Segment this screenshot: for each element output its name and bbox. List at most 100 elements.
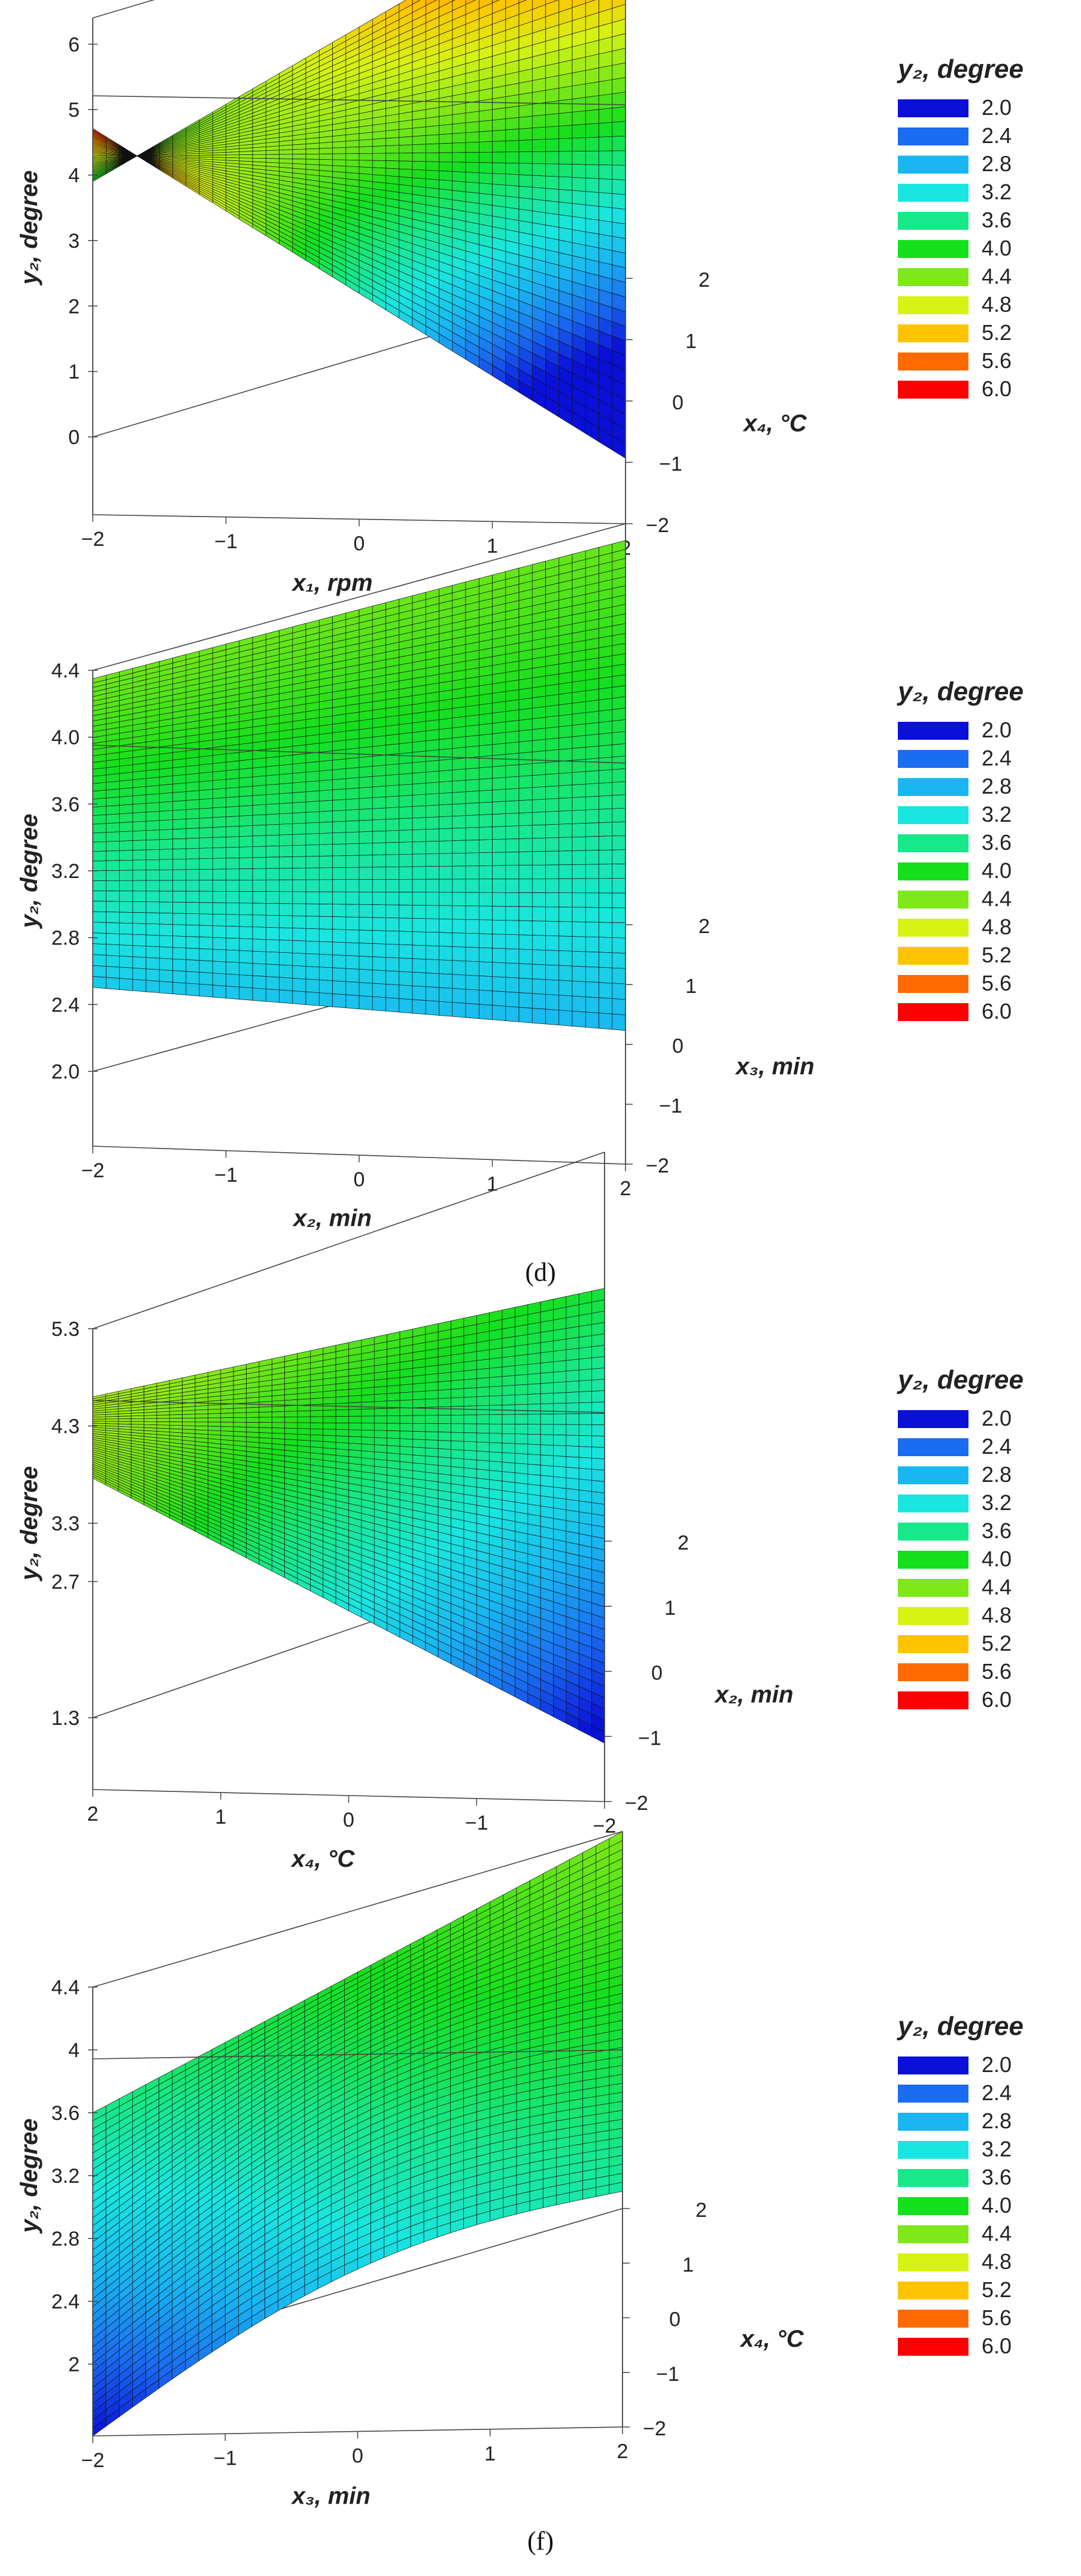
surface-cell xyxy=(425,804,439,818)
surface-cell xyxy=(478,120,493,132)
surface-cell xyxy=(105,912,120,924)
surface-cell xyxy=(505,800,520,814)
surface-cell xyxy=(478,109,493,122)
surface-cell xyxy=(399,762,413,775)
surface-cell xyxy=(348,1436,362,1444)
surface-cell xyxy=(345,147,360,154)
surface-cell xyxy=(105,870,120,881)
surface-cell xyxy=(412,944,426,959)
surface-cell xyxy=(545,906,560,922)
surface-cell xyxy=(558,151,573,165)
surface-cell xyxy=(585,822,599,837)
surface-cell xyxy=(226,925,240,939)
surface-cell xyxy=(489,1433,503,1444)
surface-cell xyxy=(226,826,240,837)
surface-cell xyxy=(332,941,347,956)
surface-cell xyxy=(265,774,280,786)
surface-cell xyxy=(502,1423,515,1435)
surface-cell xyxy=(305,844,320,857)
surface-cell xyxy=(612,952,626,969)
surface-cell xyxy=(186,828,200,839)
surface-cell xyxy=(105,1418,119,1422)
surface-cell xyxy=(412,794,426,807)
y-tick-label: 2 xyxy=(699,269,710,291)
surface-cell xyxy=(186,869,200,881)
surface-cell xyxy=(305,940,320,955)
surface-cell xyxy=(558,921,573,937)
surface-cell xyxy=(92,823,107,834)
surface-cell xyxy=(489,1414,503,1424)
surface-cell xyxy=(572,669,586,683)
surface-cell xyxy=(438,1432,451,1441)
surface-cell xyxy=(518,139,533,153)
surface-cell xyxy=(572,164,586,178)
surface-cell xyxy=(612,236,626,254)
surface-cell xyxy=(220,1412,234,1418)
surface-cell xyxy=(532,199,546,213)
surface-cell xyxy=(252,903,266,916)
surface-cell xyxy=(465,919,479,934)
legend-swatch xyxy=(898,324,968,342)
surface-cell xyxy=(585,150,599,165)
surface-cell xyxy=(359,808,373,821)
surface-cell xyxy=(145,793,160,804)
surface-cell xyxy=(553,1445,567,1457)
surface-cell xyxy=(186,959,200,973)
surface-cell xyxy=(572,137,586,152)
surface-cell xyxy=(518,865,533,879)
legend-swatch xyxy=(898,806,968,824)
surface-cell xyxy=(438,1380,451,1391)
surface-cell xyxy=(478,130,493,142)
surface-cell xyxy=(332,994,347,1008)
surface-cell xyxy=(465,802,479,816)
surface-cell xyxy=(545,200,560,215)
surface-cell xyxy=(199,771,213,782)
surface-cell xyxy=(585,770,599,785)
surface-cell xyxy=(186,880,200,892)
surface-cell xyxy=(199,960,213,974)
x-tick-label: −1 xyxy=(214,1164,238,1187)
surface-cell xyxy=(212,779,226,790)
surface-cell xyxy=(612,743,626,758)
surface-cell xyxy=(359,727,373,739)
surface-cell xyxy=(372,145,386,154)
surface-cell xyxy=(558,785,573,799)
surface-cell xyxy=(305,903,320,917)
surface-cell xyxy=(492,129,506,142)
surface-cell xyxy=(359,786,373,799)
surface-cell xyxy=(412,177,426,188)
surface-cell xyxy=(361,1380,375,1389)
surface-cell xyxy=(425,719,439,731)
surface-cell xyxy=(199,817,213,828)
surface-cell xyxy=(425,178,439,189)
surface-cell xyxy=(612,807,626,823)
surface-cell xyxy=(438,1389,451,1399)
surface-cell xyxy=(212,925,226,938)
surface-cell xyxy=(505,117,520,130)
surface-cell xyxy=(348,1388,362,1397)
surface-cell xyxy=(599,769,613,784)
surface-cell xyxy=(372,764,386,777)
surface-cell xyxy=(532,102,546,117)
surface-cell xyxy=(492,991,506,1007)
y-tick-label: 0 xyxy=(672,1035,684,1058)
surface-cell xyxy=(478,733,493,746)
surface-cell xyxy=(172,791,187,802)
surface-cell xyxy=(425,1439,439,1449)
surface-cell xyxy=(279,927,293,941)
surface-cell xyxy=(518,174,533,188)
surface-cell xyxy=(585,178,599,193)
surface-cell xyxy=(252,824,266,837)
surface-cell xyxy=(492,839,506,853)
surface-cell xyxy=(572,724,586,737)
surface-cell xyxy=(558,892,573,908)
surface-cell xyxy=(172,848,187,860)
surface-cell xyxy=(599,952,613,968)
surface-cell xyxy=(585,966,599,983)
surface-cell xyxy=(439,892,453,906)
surface-cell xyxy=(545,864,560,879)
surface-cell xyxy=(145,968,160,982)
surface-cell xyxy=(385,785,400,797)
surface-cell xyxy=(452,102,466,116)
